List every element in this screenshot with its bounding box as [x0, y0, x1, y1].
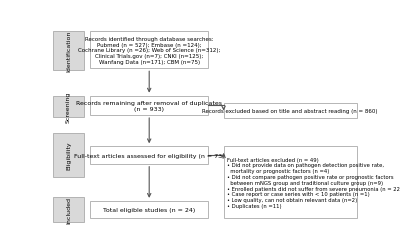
FancyBboxPatch shape — [224, 104, 357, 118]
Text: Identification: Identification — [66, 31, 71, 72]
Text: Full-text articles excluded (n = 49)
• Did not provide data on pathogen detectio: Full-text articles excluded (n = 49) • D… — [227, 157, 400, 208]
FancyBboxPatch shape — [90, 201, 208, 218]
Text: Records excluded based on title and abstract reading (n = 860): Records excluded based on title and abst… — [202, 109, 378, 114]
FancyBboxPatch shape — [53, 133, 84, 178]
Text: Full-text articles assessed for eligibility (n = 73): Full-text articles assessed for eligibil… — [74, 153, 224, 158]
Text: Screening: Screening — [66, 91, 71, 122]
FancyBboxPatch shape — [224, 147, 357, 218]
Text: Eligibility: Eligibility — [66, 141, 71, 170]
Text: Records remaining after removal of duplicates
(n = 933): Records remaining after removal of dupli… — [76, 101, 222, 111]
Text: Records identified through database searches:
Pubmed (n = 527); Embase (n =124);: Records identified through database sear… — [78, 37, 220, 65]
Text: Included: Included — [66, 196, 71, 223]
FancyBboxPatch shape — [90, 32, 208, 69]
FancyBboxPatch shape — [90, 147, 208, 164]
FancyBboxPatch shape — [53, 32, 84, 71]
FancyBboxPatch shape — [53, 197, 84, 222]
FancyBboxPatch shape — [90, 96, 208, 116]
Text: Total eligible studies (n = 24): Total eligible studies (n = 24) — [103, 207, 195, 212]
FancyBboxPatch shape — [53, 96, 84, 117]
